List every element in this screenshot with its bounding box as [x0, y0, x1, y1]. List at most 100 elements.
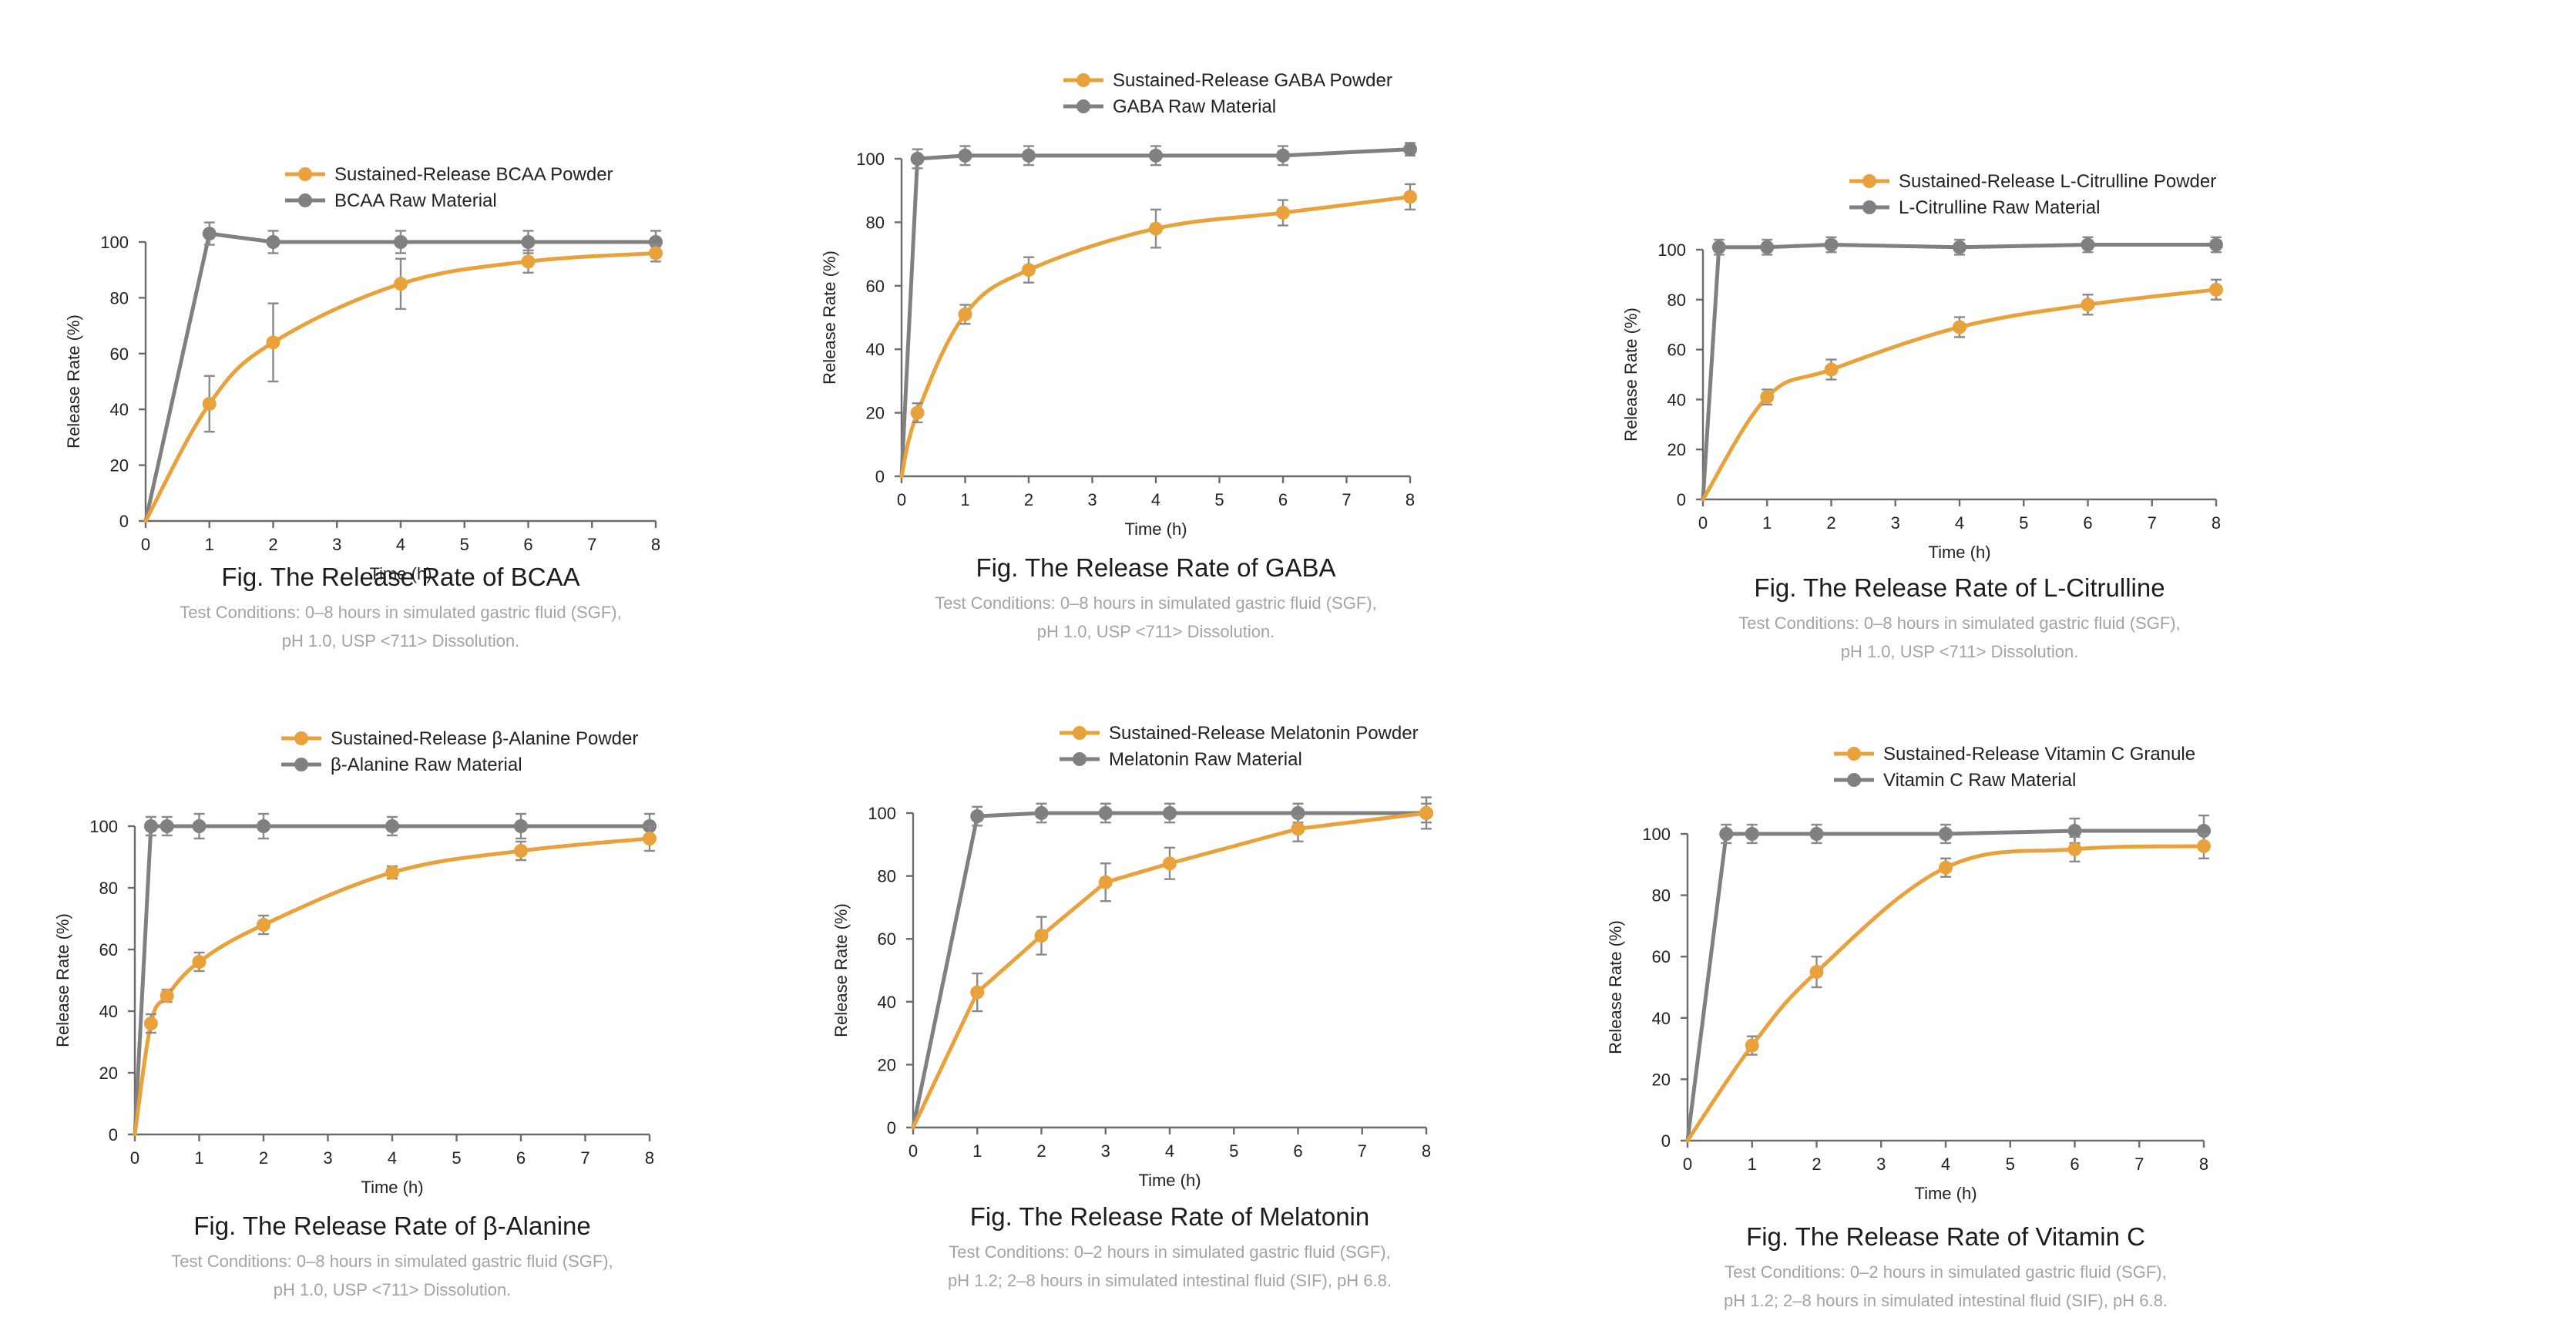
- series-line-gaba-raw-material: [899, 147, 1412, 479]
- data-point: [1953, 240, 1966, 254]
- data-point: [143, 1017, 158, 1030]
- test-conditions: Test Conditions: 0–2 hours in simulated …: [1560, 1258, 2331, 1315]
- y-tick-label: 20: [110, 456, 129, 476]
- y-tick-label: 80: [1668, 291, 1686, 310]
- x-tick-label: 6: [523, 535, 532, 554]
- x-tick-label: 0: [908, 1141, 918, 1161]
- x-tick-label: 8: [1422, 1141, 1431, 1161]
- chart-panel-gaba: Sustained-Release GABA Powder GABA Raw Ma…: [820, 62, 1688, 641]
- x-tick-label: 5: [460, 535, 469, 554]
- y-tick-label: 20: [1652, 1070, 1671, 1089]
- legend-entry-alanine-raw-material: β-Alanine Raw Material: [281, 755, 522, 775]
- x-tick-label: 6: [1278, 490, 1288, 509]
- x-tick-label: 7: [1358, 1141, 1367, 1161]
- data-point: [1403, 190, 1417, 204]
- data-point: [257, 819, 270, 833]
- legend-entry-sustained-release-gaba-powder: Sustained-Release GABA Powder: [1063, 70, 1392, 91]
- data-point: [1291, 822, 1305, 836]
- data-point: [2067, 824, 2082, 839]
- x-tick-label: 4: [396, 535, 405, 554]
- figure-title: Fig. The Release Rate of GABA: [976, 553, 1336, 582]
- x-axis-label: Time (h): [1928, 543, 1990, 562]
- x-tick-label: 3: [332, 535, 341, 554]
- series-line-sustained-release-vitamin-c-granule: [1685, 844, 2206, 1143]
- y-tick-label: 40: [866, 340, 885, 359]
- x-tick-label: 0: [141, 535, 150, 554]
- data-point: [1098, 806, 1113, 820]
- x-tick-label: 3: [1087, 490, 1097, 509]
- y-tick-label: 60: [1652, 947, 1671, 966]
- data-point: [1824, 362, 1839, 377]
- legend-label: Vitamin C Raw Material: [1883, 770, 2076, 791]
- y-axis-label: Release Rate (%): [1606, 920, 1625, 1054]
- series-line-l-citrulline-raw-material: [1701, 243, 2218, 502]
- data-point: [1419, 806, 1433, 820]
- x-tick-label: 5: [452, 1148, 461, 1168]
- chart-svg: Sustained-Release Melatonin Powder Melato…: [831, 723, 1433, 1190]
- data-point: [2081, 237, 2095, 252]
- figure-title: Fig. The Release Rate of BCAA: [221, 563, 580, 591]
- data-point: [385, 865, 399, 879]
- x-axis-label: Time (h): [1914, 1184, 1977, 1203]
- y-tick-label: 100: [856, 150, 885, 169]
- data-point: [1760, 240, 1775, 254]
- test-conditions-line: Test Conditions: 0–8 hours in simulated …: [1738, 613, 2181, 633]
- test-conditions-line: pH 1.2; 2–8 hours in simulated intestina…: [1724, 1291, 2168, 1310]
- data-point: [192, 955, 207, 969]
- y-tick-label: 80: [110, 288, 129, 308]
- x-tick-label: 0: [1698, 513, 1708, 533]
- legend-swatch-marker: [294, 758, 308, 771]
- chart-panel-vitamin-c: Sustained-Release Vitamin C Granule Vitam…: [1606, 732, 2458, 1310]
- x-tick-label: 2: [1826, 513, 1835, 533]
- legend-entry-sustained-release-l-citrulline-powder: Sustained-Release L-Citrulline Powder: [1849, 171, 2216, 192]
- data-point: [2067, 842, 2082, 856]
- data-point: [143, 819, 158, 833]
- data-point: [1163, 806, 1177, 820]
- data-point: [1034, 929, 1049, 943]
- figure-title: Fig. The Release Rate of L-Citrulline: [1754, 573, 2165, 602]
- series-line-sustained-release-bcaa-powder: [143, 251, 658, 523]
- chart-panel-melatonin: Sustained-Release Melatonin Powder Melato…: [831, 713, 1684, 1290]
- chart-panel-bcaa: Sustained-Release BCAA Powder BCAA Raw Ma…: [64, 146, 909, 650]
- data-point: [160, 819, 174, 833]
- legend-label: Sustained-Release β-Alanine Powder: [331, 728, 638, 749]
- chart-svg: Sustained-Release L-Citrulline Powder L-C…: [1621, 171, 2223, 562]
- x-tick-label: 8: [1406, 490, 1415, 509]
- data-point: [1163, 856, 1177, 871]
- data-point: [394, 277, 408, 291]
- data-point: [970, 985, 985, 1000]
- y-tick-label: 20: [878, 1055, 896, 1074]
- y-axis-label: Release Rate (%): [64, 314, 83, 449]
- legend-label: L-Citrulline Raw Material: [1899, 197, 2100, 218]
- data-point: [1276, 148, 1290, 163]
- data-point: [514, 844, 528, 858]
- data-point: [1745, 1038, 1759, 1053]
- y-tick-label: 0: [875, 467, 885, 486]
- data-point: [2197, 839, 2211, 853]
- x-tick-label: 2: [259, 1148, 268, 1168]
- test-conditions-line: pH 1.0, USP <711> Dissolution.: [273, 1280, 512, 1299]
- x-tick-label: 1: [205, 535, 214, 554]
- y-tick-label: 60: [866, 277, 885, 296]
- x-tick-label: 8: [645, 1148, 654, 1168]
- data-point: [649, 246, 663, 260]
- y-tick-label: 20: [866, 404, 885, 423]
- test-conditions-line: Test Conditions: 0–8 hours in simulated …: [171, 1252, 613, 1271]
- test-conditions-line: pH 1.0, USP <711> Dissolution.: [281, 631, 520, 650]
- data-point: [970, 809, 985, 824]
- data-point: [1022, 263, 1036, 277]
- data-point: [958, 307, 972, 321]
- y-tick-label: 0: [109, 1125, 118, 1144]
- x-tick-label: 3: [1891, 513, 1900, 533]
- x-tick-label: 2: [1036, 1141, 1046, 1161]
- data-point: [1403, 142, 1417, 156]
- legend-swatch-marker: [298, 167, 312, 181]
- chart-svg: Sustained-Release β-Alanine Powder β-Alan…: [53, 728, 657, 1197]
- chart-svg: Sustained-Release BCAA Powder BCAA Raw Ma…: [64, 164, 663, 583]
- y-tick-label: 80: [99, 879, 118, 898]
- data-point: [1760, 390, 1775, 405]
- legend-label: Sustained-Release Vitamin C Granule: [1883, 744, 2195, 765]
- test-conditions-line: pH 1.0, USP <711> Dissolution.: [1840, 642, 2079, 661]
- y-axis-label: Release Rate (%): [53, 913, 72, 1047]
- legend-label: Sustained-Release BCAA Powder: [334, 164, 613, 185]
